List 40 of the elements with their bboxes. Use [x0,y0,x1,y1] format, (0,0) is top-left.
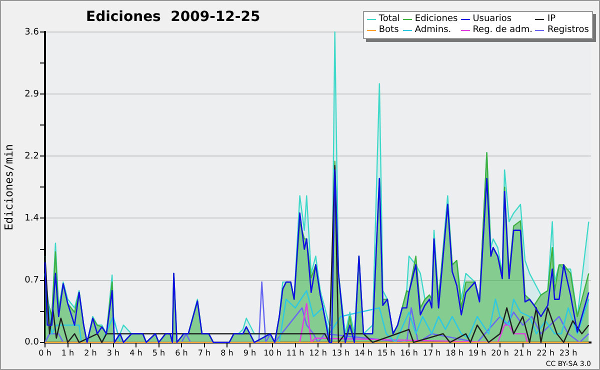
x-tick-label: 10 h [264,348,282,358]
x-tick-label: 11 h [286,348,304,358]
legend-label: Bots [378,25,399,36]
legend-label: Reg. de adm. [472,25,532,36]
x-tick-label: 5 h [152,348,166,358]
x-tick-label: 2 h [84,348,97,358]
x-tick-label: 9 h [243,348,256,358]
x-tick-label: 21 h [514,348,532,358]
x-tick-label: 17 h [422,348,441,358]
x-tick-label: 3 h [106,348,120,358]
legend-label: Ediciones [414,14,458,25]
y-tick-label: 1.4 [24,214,40,224]
x-tick-label: 15 h [377,348,396,358]
x-tick-label: 16 h [400,348,418,358]
x-tick-label: 22 h [536,348,554,358]
y-tick-label: 3.6 [24,27,40,38]
y-tick-label: 2.2 [24,152,39,162]
chart-title: Ediciones 2009-12-25 [86,9,260,25]
x-tick-label: 12 h [309,348,327,358]
x-tick-label: 20 h [491,348,509,358]
legend-label: Registros [547,25,589,36]
x-tick-label: 4 h [130,348,142,358]
y-axis-title: Ediciones/min [2,144,16,230]
x-tick-label: 8 h [220,348,234,358]
x-tick-label: 1 h [61,348,74,358]
y-tick-label: 0.7 [24,276,39,286]
y-tick-label: 0.0 [24,338,40,348]
legend-label: IP [547,14,556,25]
x-tick-label: 13 h [332,348,350,358]
x-tick-label: 14 h [354,348,372,358]
x-tick-label: 19 h [468,348,486,358]
x-tick-label: 0 h [38,348,52,358]
legend-label: Admins. [414,25,452,36]
y-tick-label: 2.9 [24,89,40,100]
x-tick-label: 23 h [559,348,578,358]
legend-label: Total [378,14,400,25]
x-tick-label: 6 h [175,348,188,358]
legend-label: Usuarios [472,14,512,25]
x-tick-label: 7 h [198,348,211,358]
x-tick-label: 18 h [446,348,464,358]
